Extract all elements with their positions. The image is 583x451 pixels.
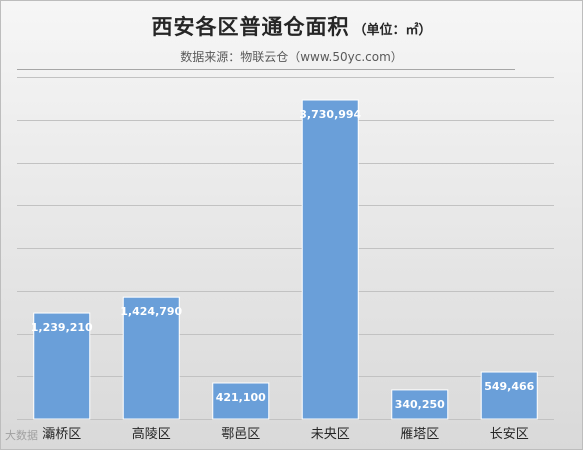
x-tick-label: 鄠邑区 <box>221 427 260 442</box>
data-label: 549,466 <box>484 380 534 393</box>
subtitle-divider <box>17 69 515 70</box>
x-tick-label: 未央区 <box>311 427 350 442</box>
x-tick-label: 雁塔区 <box>400 427 439 442</box>
x-tick-label: 灞桥区 <box>42 427 81 442</box>
data-label: 421,100 <box>216 391 266 404</box>
bar <box>391 389 449 420</box>
data-label: 340,250 <box>395 398 445 411</box>
chart-title-wrap: 西安各区普通仓面积 （单位：㎡） <box>1 11 582 41</box>
chart-title: 西安各区普通仓面积 <box>151 15 350 39</box>
data-label: 1,239,210 <box>31 321 93 334</box>
x-tick-label: 长安区 <box>490 427 529 442</box>
bar <box>33 312 91 420</box>
bar <box>301 99 359 420</box>
chart-subtitle: 数据来源：物联云仓（www.50yc.com） <box>180 50 403 64</box>
chart-title-unit: （单位：㎡） <box>353 23 432 38</box>
bar <box>122 296 180 420</box>
data-label: 1,424,790 <box>120 305 182 318</box>
bar <box>480 371 538 420</box>
bar <box>212 382 270 420</box>
x-tick-label: 高陵区 <box>132 426 171 442</box>
watermark: 大数据 <box>5 429 38 442</box>
data-label: 3,730,994 <box>299 108 361 121</box>
